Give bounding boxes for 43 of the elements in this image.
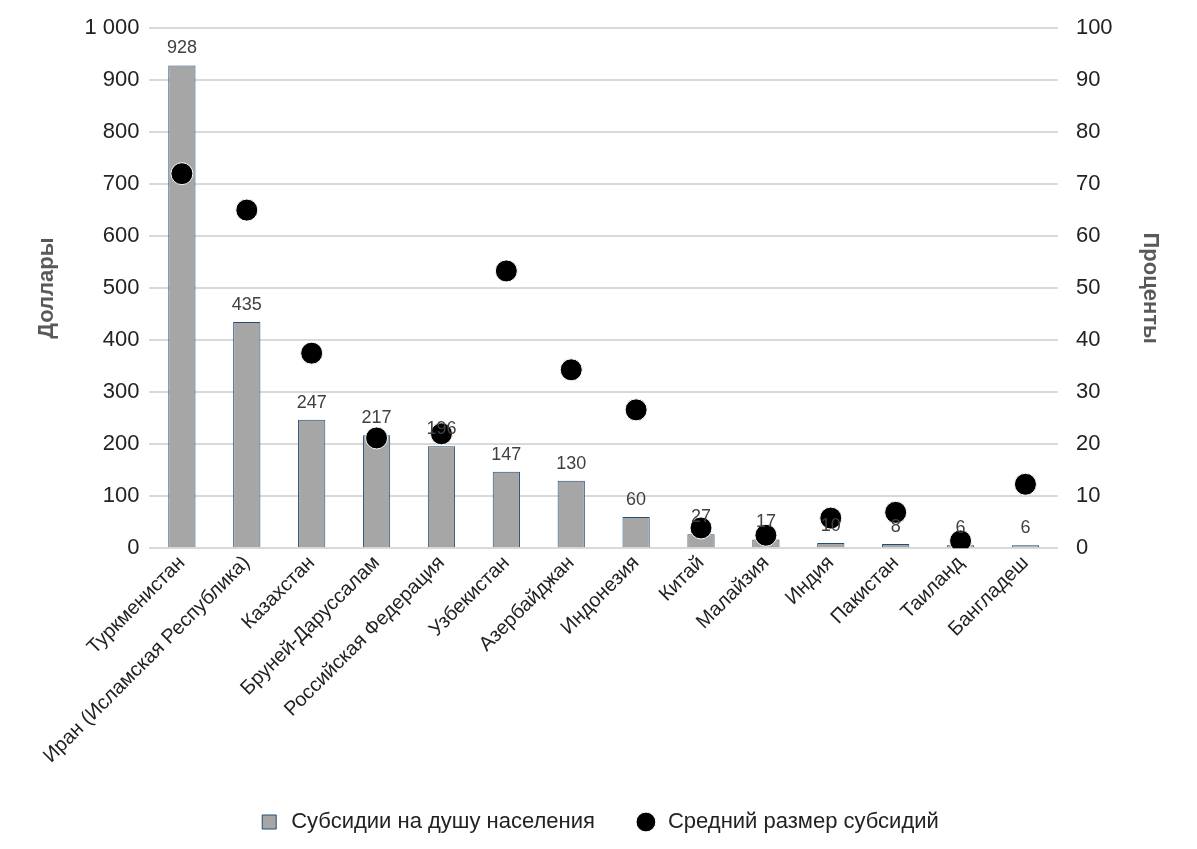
y-tick-label: 300 xyxy=(102,378,140,404)
y2-tick-label: 50 xyxy=(1075,274,1101,300)
data-label: 247 xyxy=(296,391,327,412)
y-tick-label: 900 xyxy=(102,66,140,92)
y2-tick-label: 90 xyxy=(1075,66,1101,92)
point xyxy=(365,426,389,450)
point xyxy=(494,259,518,283)
data-label: 217 xyxy=(361,407,392,428)
point xyxy=(1013,472,1037,496)
y2-axis-title: Проценты xyxy=(1138,232,1164,344)
y2-tick-label: 60 xyxy=(1075,222,1101,248)
y2-tick-label: 10 xyxy=(1075,482,1101,508)
data-label: 8 xyxy=(890,516,901,537)
y2-tick-label: 20 xyxy=(1075,430,1101,456)
y2-tick-label: 40 xyxy=(1075,326,1101,352)
y2-tick-label: 30 xyxy=(1075,378,1101,404)
y2-tick-label: 70 xyxy=(1075,170,1101,196)
y-tick-label: 400 xyxy=(102,326,140,352)
data-label: 928 xyxy=(166,37,197,58)
point xyxy=(624,398,648,422)
y-tick-label: 1 000 xyxy=(84,14,140,40)
legend-label: Субсидии на душу населения xyxy=(291,808,595,834)
y2-tick-label: 0 xyxy=(1075,534,1089,560)
point xyxy=(300,341,324,365)
y-tick-label: 500 xyxy=(102,274,140,300)
y-tick-label: 200 xyxy=(102,430,140,456)
point xyxy=(559,358,583,382)
point xyxy=(170,162,194,186)
y-tick-label: 700 xyxy=(102,170,140,196)
y-tick-label: 800 xyxy=(102,118,140,144)
point xyxy=(235,198,259,222)
y-tick-label: 100 xyxy=(102,482,140,508)
data-label: 130 xyxy=(556,452,587,473)
legend-label: Средний размер субсидий xyxy=(667,808,939,834)
y-tick-label: 600 xyxy=(102,222,140,248)
data-label: 6 xyxy=(1020,517,1031,538)
data-label: 60 xyxy=(626,489,647,510)
y2-tick-label: 100 xyxy=(1075,14,1113,40)
y-axis-title: Доллары xyxy=(33,237,59,339)
y2-tick-label: 80 xyxy=(1075,118,1101,144)
data-label: 435 xyxy=(231,293,262,314)
data-label: 147 xyxy=(491,443,522,464)
y-tick-label: 0 xyxy=(127,534,140,560)
